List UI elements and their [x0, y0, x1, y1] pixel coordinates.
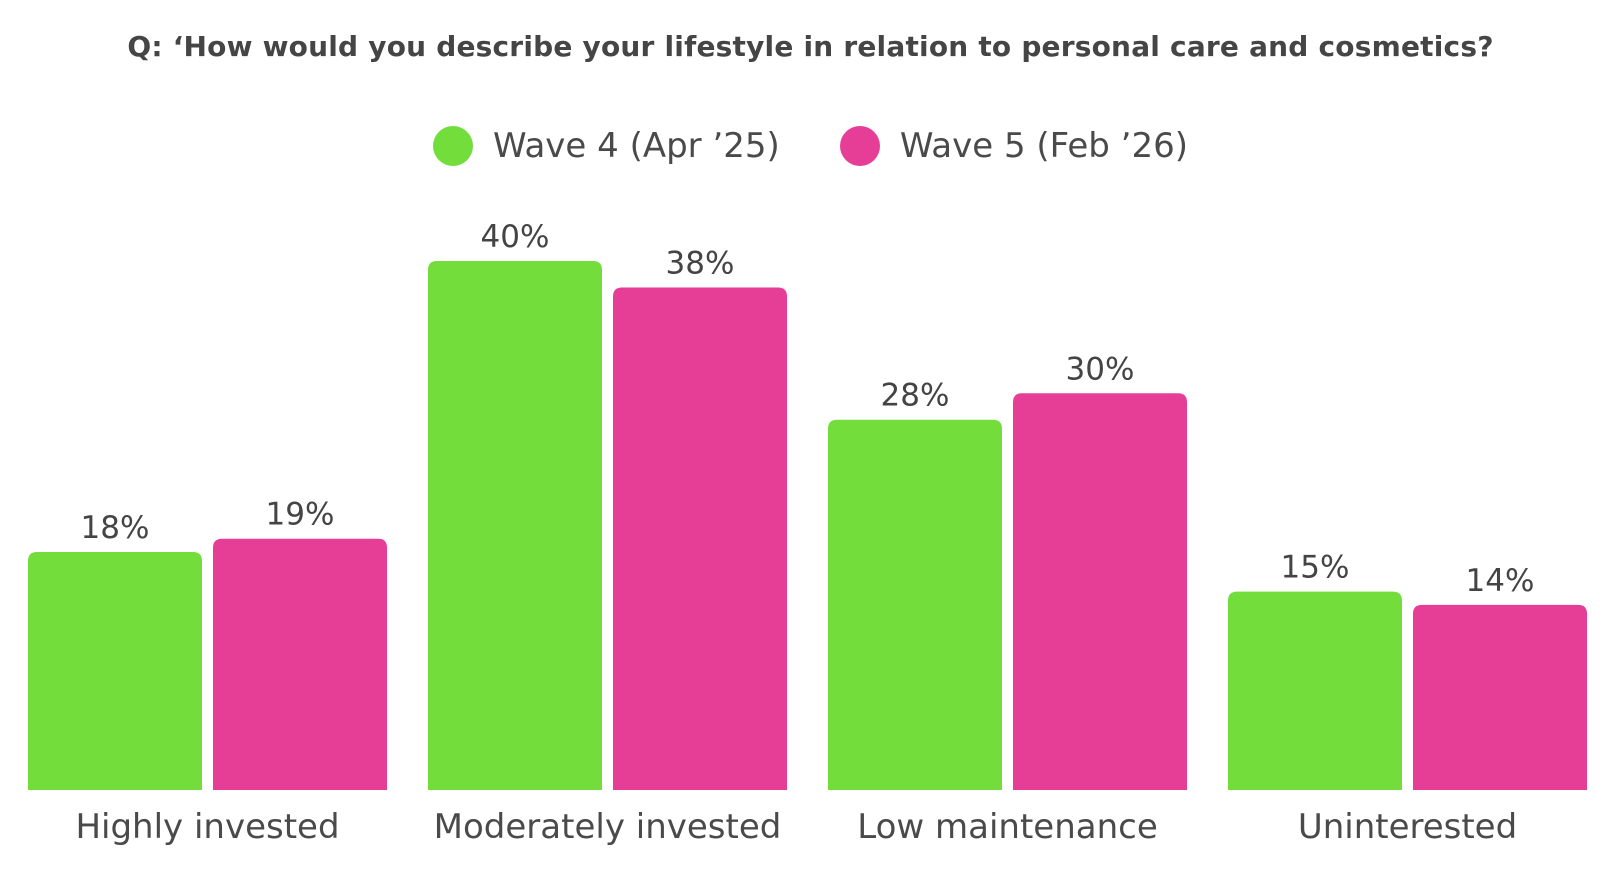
bar-uninterested-series-2 — [1413, 604, 1587, 790]
bar-moderately-invested-series-2 — [613, 287, 787, 790]
legend: Wave 4 (Apr ’25) Wave 5 (Feb ’26) — [0, 126, 1621, 166]
chart-title: Q: ‘How would you describe your lifestyl… — [127, 30, 1494, 63]
bar-highly-invested-series-2 — [213, 538, 387, 790]
legend-item-wave-5: Wave 5 (Feb ’26) — [839, 126, 1188, 166]
legend-swatch-wave-4 — [433, 126, 474, 166]
legend-label-wave-5: Wave 5 (Feb ’26) — [899, 126, 1188, 166]
category-label-uninterested: Uninterested — [1298, 807, 1517, 847]
data-label-low-maintenance-series-1: 28% — [881, 378, 950, 414]
bar-uninterested-series-1 — [1228, 591, 1402, 790]
bar-low-maintenance-series-2 — [1013, 393, 1187, 790]
legend-swatch-wave-5 — [839, 126, 880, 166]
data-label-highly-invested-series-2: 19% — [266, 497, 335, 533]
category-label-low-maintenance: Low maintenance — [857, 807, 1158, 847]
data-label-moderately-invested-series-1: 40% — [481, 219, 550, 255]
category-label-moderately-invested: Moderately invested — [434, 807, 782, 847]
bar-moderately-invested-series-1 — [428, 261, 602, 790]
legend-label-wave-4: Wave 4 (Apr ’25) — [493, 126, 780, 166]
bar-low-maintenance-series-1 — [828, 419, 1002, 790]
data-label-low-maintenance-series-2: 30% — [1066, 351, 1135, 387]
legend-item-wave-4: Wave 4 (Apr ’25) — [433, 126, 780, 166]
data-label-uninterested-series-1: 15% — [1281, 550, 1350, 586]
bar-highly-invested-series-1 — [28, 551, 202, 790]
category-label-highly-invested: Highly invested — [75, 807, 339, 847]
data-label-uninterested-series-2: 14% — [1466, 563, 1535, 599]
data-label-highly-invested-series-1: 18% — [81, 510, 150, 546]
data-label-moderately-invested-series-2: 38% — [666, 245, 735, 281]
